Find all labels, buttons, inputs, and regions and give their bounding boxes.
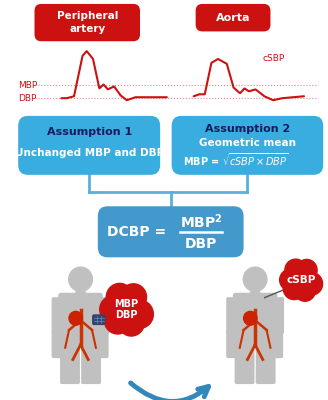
Ellipse shape: [244, 311, 257, 325]
FancyBboxPatch shape: [195, 4, 271, 32]
FancyBboxPatch shape: [256, 341, 276, 384]
Text: DBP: DBP: [185, 236, 217, 250]
Ellipse shape: [69, 311, 82, 325]
Text: MBP: MBP: [18, 81, 37, 90]
Text: MBP$\mathbf{^2}$: MBP$\mathbf{^2}$: [180, 213, 223, 231]
Text: MBP
DBP: MBP DBP: [114, 298, 139, 320]
FancyBboxPatch shape: [51, 297, 65, 334]
Text: Assumption 2: Assumption 2: [205, 124, 290, 134]
Circle shape: [285, 259, 306, 281]
FancyBboxPatch shape: [226, 297, 239, 334]
Text: Peripheral
artery: Peripheral artery: [56, 11, 118, 34]
Text: cSBP: cSBP: [286, 275, 316, 285]
FancyBboxPatch shape: [271, 297, 284, 334]
FancyBboxPatch shape: [226, 330, 238, 358]
Text: cSBP: cSBP: [263, 54, 285, 64]
Circle shape: [243, 267, 267, 291]
FancyBboxPatch shape: [34, 4, 140, 41]
FancyBboxPatch shape: [51, 330, 64, 358]
FancyBboxPatch shape: [92, 314, 106, 325]
Text: DBP: DBP: [18, 94, 36, 103]
Circle shape: [126, 300, 154, 328]
FancyBboxPatch shape: [58, 293, 103, 346]
FancyBboxPatch shape: [98, 206, 244, 257]
FancyBboxPatch shape: [235, 341, 255, 384]
FancyBboxPatch shape: [96, 297, 110, 334]
Circle shape: [107, 290, 146, 329]
Text: Geometric mean: Geometric mean: [199, 138, 296, 148]
Circle shape: [280, 269, 300, 291]
Circle shape: [100, 296, 126, 323]
FancyBboxPatch shape: [75, 290, 86, 297]
Circle shape: [118, 309, 144, 336]
Circle shape: [120, 284, 147, 310]
Text: DCBP =: DCBP =: [107, 225, 172, 239]
Circle shape: [69, 267, 92, 291]
Circle shape: [283, 278, 305, 300]
FancyBboxPatch shape: [250, 290, 260, 297]
Circle shape: [295, 280, 315, 301]
Circle shape: [296, 260, 317, 281]
FancyBboxPatch shape: [81, 341, 101, 384]
FancyBboxPatch shape: [271, 330, 283, 358]
FancyBboxPatch shape: [96, 330, 109, 358]
FancyBboxPatch shape: [60, 341, 80, 384]
Text: Aorta: Aorta: [216, 13, 250, 23]
FancyBboxPatch shape: [172, 116, 323, 175]
Circle shape: [106, 283, 133, 311]
Circle shape: [286, 264, 317, 296]
FancyBboxPatch shape: [18, 116, 160, 175]
FancyBboxPatch shape: [233, 293, 277, 346]
Text: Unchanged MBP and DBP: Unchanged MBP and DBP: [14, 148, 164, 158]
Circle shape: [104, 306, 131, 334]
Circle shape: [300, 272, 322, 295]
Text: Assumption 1: Assumption 1: [47, 127, 132, 137]
Text: MBP = $\sqrt{cSBP \times DBP}$: MBP = $\sqrt{cSBP \times DBP}$: [183, 152, 289, 168]
